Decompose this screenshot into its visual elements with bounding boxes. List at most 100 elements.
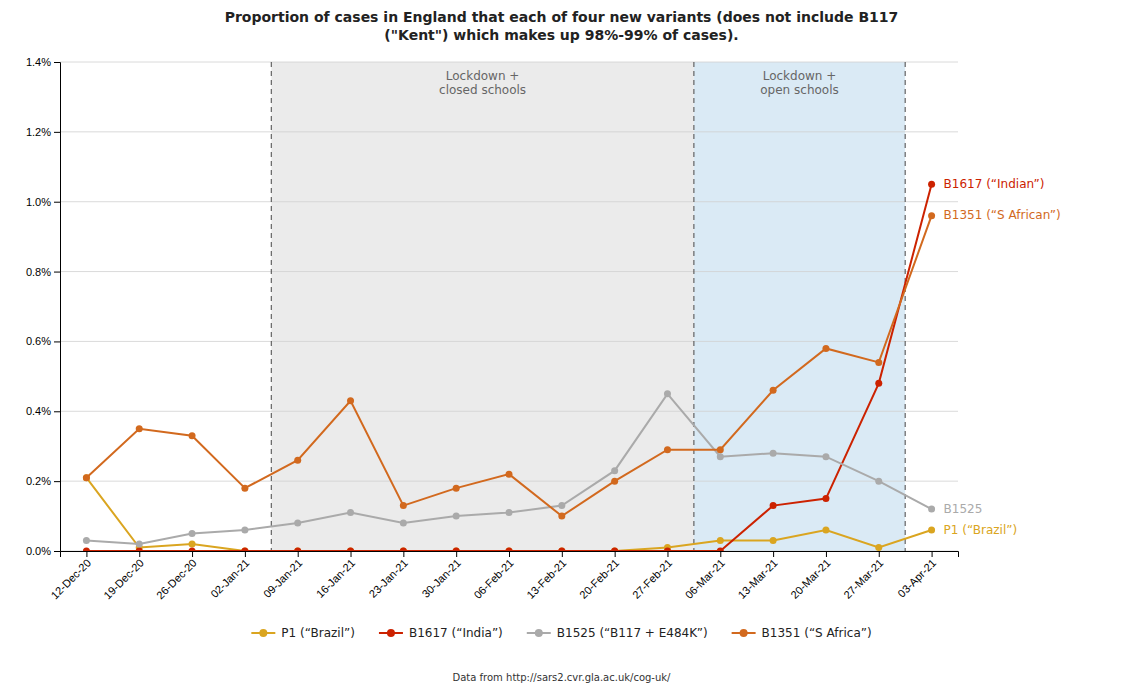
series-marker [717, 453, 724, 460]
y-tick-mark [54, 202, 60, 203]
series-marker [611, 467, 618, 474]
chart-svg: Proportion of cases in England that each… [0, 0, 1123, 691]
x-tick-mark [245, 551, 246, 557]
series-marker [400, 548, 407, 552]
y-tick-label: 1.2% [26, 126, 51, 138]
y-tick-label: 1.4% [26, 56, 51, 68]
x-tick-mark [86, 551, 87, 557]
series-marker [664, 446, 671, 453]
series-marks [83, 181, 935, 551]
series-marker [189, 548, 196, 552]
region-label-line: closed schools [439, 83, 526, 97]
x-tick-label: 03-Apr-21 [895, 557, 938, 600]
legend-label: B1617 (“India”) [409, 626, 503, 640]
x-tick-mark [773, 551, 774, 557]
series-marker [136, 548, 143, 552]
x-tick: 19-Dec-20 [101, 551, 146, 601]
annotations: B1617 (“Indian”)B1351 (“S African”)B1525… [944, 177, 1061, 537]
series-marker [83, 474, 90, 481]
series-marker [822, 495, 829, 502]
series-marker [453, 548, 460, 552]
x-tick-label: 02-Jan-21 [208, 557, 252, 601]
series-marker [347, 548, 354, 552]
y-tick: 0.8% [26, 266, 60, 278]
region [271, 62, 694, 551]
x-tick: 12-Dec-20 [48, 551, 93, 601]
x-tick-label: 27-Feb-21 [630, 557, 674, 601]
series-marker [294, 548, 301, 552]
x-tick-label: 23-Jan-21 [367, 557, 411, 601]
legend-label: B1351 (“S Africa”) [762, 626, 872, 640]
series-marker [83, 537, 90, 544]
chart-container: Proportion of cases in England that each… [0, 0, 1123, 691]
region-borders [271, 62, 905, 551]
series-marker [294, 520, 301, 527]
y-tick-label: 0.4% [26, 405, 51, 417]
x-tick: 27-Mar-21 [841, 551, 885, 601]
y-tick: 1.0% [26, 196, 60, 208]
series-marker [558, 513, 565, 520]
x-tick: 06-Mar-21 [683, 551, 727, 601]
x-tick: 06-Feb-21 [471, 551, 515, 601]
x-tick: 30-Jan-21 [419, 551, 463, 600]
grid-line [60, 481, 958, 482]
region-labels: Lockdown +closed schools Lockdown +open s… [439, 69, 839, 97]
series-marker [453, 513, 460, 520]
y-tick: 1.2% [26, 126, 60, 138]
legend-label: B1525 (“B117 + E484K”) [557, 626, 708, 640]
series-marker [189, 530, 196, 537]
series-marker [928, 527, 935, 534]
series-marker [928, 506, 935, 513]
series-marker [875, 544, 882, 551]
series-marker [875, 359, 882, 366]
title: Proportion of cases in England that each… [225, 9, 899, 43]
y-tick-label: 0.2% [26, 475, 51, 487]
series-marker [875, 478, 882, 485]
x-tick: 20-Mar-21 [788, 551, 832, 601]
x-tick-label: 30-Jan-21 [419, 557, 463, 601]
series-marker [928, 212, 935, 219]
x-tick-label: 20-Mar-21 [788, 557, 832, 601]
legend-swatch-marker [259, 629, 267, 637]
region-label: Lockdown +closed schools [439, 69, 526, 97]
x-tick: 16-Jan-21 [314, 551, 358, 600]
x-tick: 02-Jan-21 [208, 551, 252, 600]
y-tick-mark [54, 411, 60, 412]
region-border [271, 62, 272, 551]
annotation: B1617 (“Indian”) [944, 177, 1045, 191]
x-tick-mark [826, 551, 827, 557]
y-axis: 0.0%0.2%0.4%0.6%0.8%1.0%1.2%1.4% [26, 56, 61, 557]
series-marker [347, 548, 354, 552]
region-border [693, 62, 694, 551]
series-marker [241, 548, 248, 552]
region-label-line: open schools [760, 83, 839, 97]
series-marker [400, 502, 407, 509]
y-tick-mark [54, 481, 60, 482]
series-marker [294, 548, 301, 552]
y-tick: 0.2% [26, 475, 60, 487]
x-tick-label: 06-Feb-21 [471, 557, 515, 601]
region-label-line: Lockdown + [763, 69, 837, 83]
series-marker [822, 453, 829, 460]
x-tick-label: 16-Jan-21 [314, 557, 358, 601]
grid-line [60, 341, 958, 342]
y-axis-line [54, 63, 61, 552]
series-marker [558, 502, 565, 509]
series-marker [558, 548, 565, 552]
series-marker [241, 548, 248, 552]
grid-line [60, 271, 958, 272]
y-tick: 1.4% [26, 56, 60, 68]
series [83, 390, 935, 547]
series-marker [453, 548, 460, 552]
title-line: Proportion of cases in England that each… [225, 9, 899, 25]
x-tick-label: 13-Mar-21 [735, 557, 779, 601]
series-marker [770, 502, 777, 509]
series-line [86, 184, 931, 551]
x-tick: 09-Jan-21 [261, 551, 305, 600]
legend-item: B1525 (“B117 + E484K”) [527, 626, 708, 640]
series-marker [136, 425, 143, 432]
y-tick-label: 0.6% [26, 335, 51, 347]
x-tick-mark [932, 551, 933, 557]
y-tick: 0.6% [26, 335, 60, 347]
series-marker [611, 548, 618, 552]
